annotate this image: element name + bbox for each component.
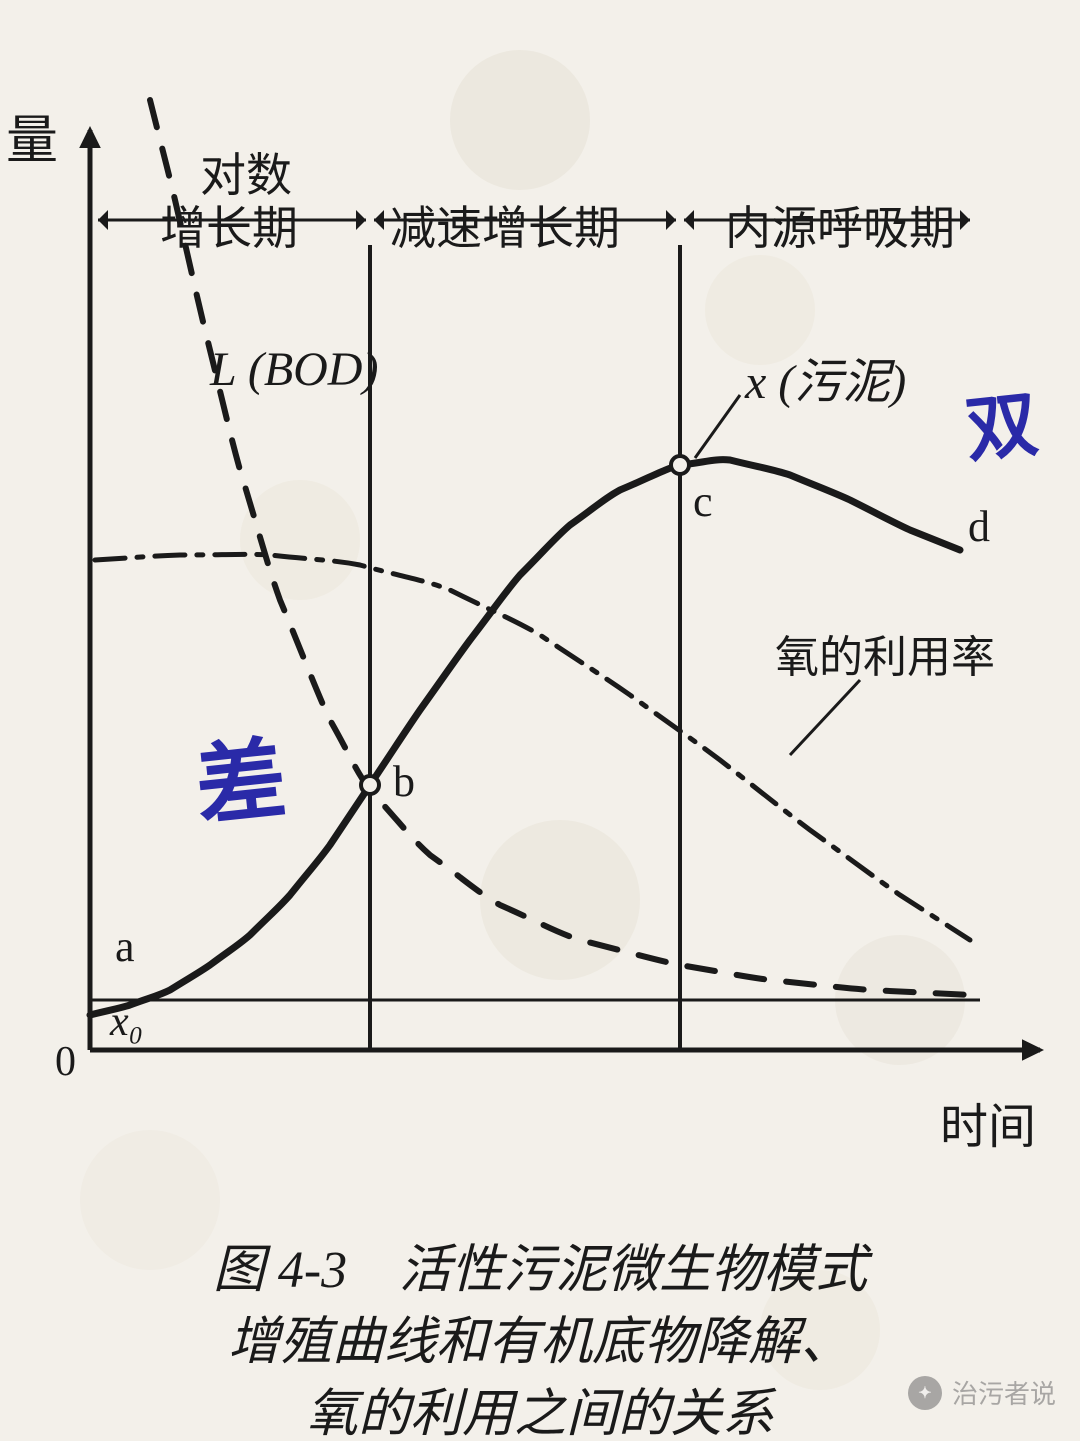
x-axis-label: 时间 (940, 1087, 1036, 1157)
origin-label: 0 (55, 1038, 76, 1086)
handwritten-note-left: 差 (188, 706, 291, 845)
bod-curve-label: L (BOD) (210, 342, 378, 397)
point-a-label: a (115, 921, 135, 972)
caption-line-2: 增殖曲线和有机底物降解、 (155, 1307, 925, 1379)
watermark-text: 治污者说 (952, 1374, 1056, 1411)
point-c-label: c (693, 476, 713, 527)
phase3-label: 内源呼吸期 (725, 192, 955, 258)
figure-caption: 图 4-3 活性污泥微生物模式 增殖曲线和有机底物降解、 氧的利用之间的关系 (155, 1235, 925, 1441)
point-b-label: b (393, 756, 415, 807)
x0-label: x₀ (110, 998, 143, 1046)
caption-line-1: 图 4-3 活性污泥微生物模式 (155, 1235, 925, 1307)
watermark: ✦ 治污者说 (908, 1374, 1056, 1411)
point-d-label: d (968, 501, 990, 552)
y-axis-label: 量 (6, 98, 58, 173)
oxygen-curve-label: 氧的利用率 (775, 621, 995, 685)
phase1-label-b: 增长期 (160, 192, 298, 258)
caption-line-3: 氧的利用之间的关系 (155, 1379, 925, 1441)
sludge-curve-label: x (污泥) (745, 342, 906, 412)
phase2-label: 减速增长期 (390, 192, 620, 258)
handwritten-note-right: 双 (960, 365, 1043, 477)
wechat-icon: ✦ (908, 1376, 942, 1410)
